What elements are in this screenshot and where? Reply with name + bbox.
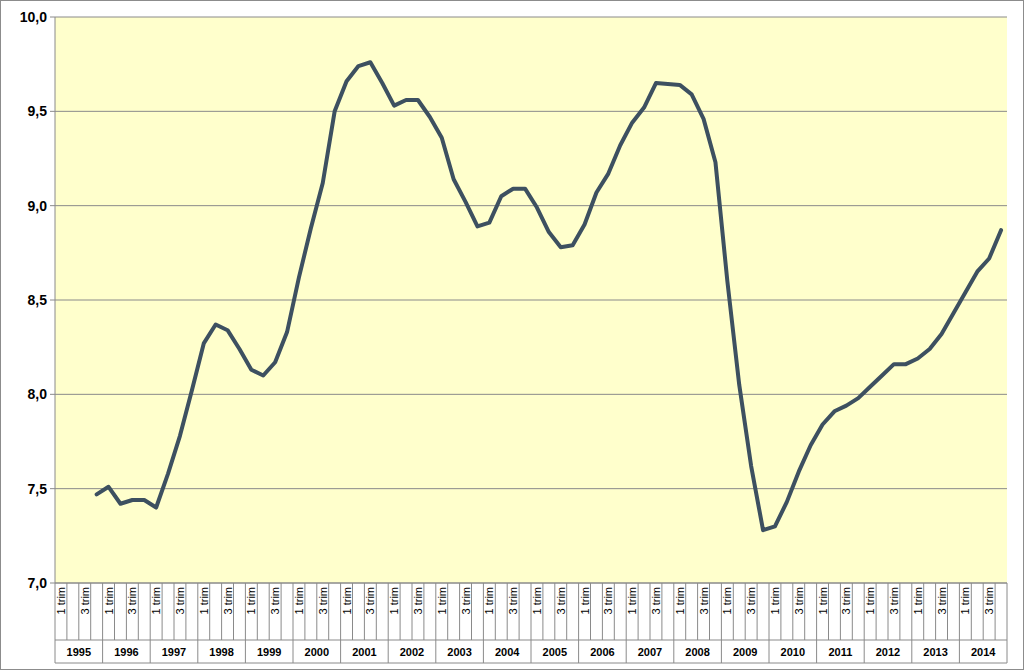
data-line — [97, 62, 1001, 530]
x-tick-label: 1 trim — [912, 587, 924, 615]
x-tick-label: 3 trim — [317, 587, 329, 615]
year-label: 2001 — [352, 646, 376, 658]
x-tick-label: 3 trim — [793, 587, 805, 615]
x-tick-label: 3 trim — [840, 587, 852, 615]
x-tick-label: 3 trim — [650, 587, 662, 615]
x-tick-label: 1 trim — [436, 587, 448, 615]
year-label: 1999 — [257, 646, 281, 658]
year-label: 2007 — [638, 646, 662, 658]
x-tick-label: 3 trim — [126, 587, 138, 615]
y-tick-label: 8,0 — [28, 386, 48, 402]
y-tick-label: 10,0 — [20, 9, 47, 25]
x-tick-label: 1 trim — [579, 587, 591, 615]
y-tick-label: 7,5 — [28, 481, 48, 497]
series-group — [97, 62, 1001, 530]
year-separator — [1007, 583, 1008, 663]
year-label: 2011 — [828, 646, 852, 658]
x-tick-label: 3 trim — [79, 587, 91, 615]
year-label: 2008 — [685, 646, 709, 658]
x-tick-label: 3 trim — [269, 587, 281, 615]
year-label: 2014 — [971, 646, 996, 658]
year-label: 1997 — [162, 646, 186, 658]
x-tick-label: 1 trim — [483, 587, 495, 615]
year-label: 2002 — [400, 646, 424, 658]
plot-area — [55, 17, 1007, 583]
year-label: 2004 — [495, 646, 520, 658]
year-label: 2005 — [543, 646, 567, 658]
x-tick-label: 1 trim — [674, 587, 686, 615]
year-label: 1996 — [114, 646, 138, 658]
year-label: 2013 — [923, 646, 947, 658]
chart-border — [1, 1, 1024, 670]
x-tick-label: 1 trim — [721, 587, 733, 615]
x-tick-label: 1 trim — [959, 587, 971, 615]
y-tick — [50, 394, 55, 395]
x-tick-label: 3 trim — [602, 587, 614, 615]
x-tick-label: 3 trim — [507, 587, 519, 615]
y-tick — [50, 17, 55, 18]
x-tick-label: 1 trim — [817, 587, 829, 615]
grid-line — [55, 205, 1007, 206]
x-tick-label: 3 trim — [555, 587, 567, 615]
x-tick-label: 3 trim — [936, 587, 948, 615]
year-label: 1998 — [209, 646, 233, 658]
year-label: 2000 — [305, 646, 329, 658]
x-tick-label: 1 trim — [245, 587, 257, 615]
y-tick-label: 9,0 — [28, 198, 48, 214]
x-tick-label: 1 trim — [388, 587, 400, 615]
year-label: 2010 — [781, 646, 805, 658]
y-tick-label: 8,5 — [28, 292, 48, 308]
x-tick-label: 1 trim — [864, 587, 876, 615]
x-tick-label: 1 trim — [293, 587, 305, 615]
y-tick — [50, 300, 55, 301]
x-tick-label: 3 trim — [983, 587, 995, 615]
y-tick-label: 9,5 — [28, 103, 48, 119]
x-tick-label: 1 trim — [769, 587, 781, 615]
grid-line — [55, 111, 1007, 112]
grid-line — [55, 17, 1007, 18]
year-label: 1995 — [67, 646, 91, 658]
grid-line — [55, 300, 1007, 301]
category-row-line — [55, 640, 1007, 641]
y-axis — [55, 17, 56, 583]
year-row-line — [55, 663, 1007, 664]
x-tick-label: 3 trim — [364, 587, 376, 615]
x-tick-label: 1 trim — [198, 587, 210, 615]
x-tick-label: 3 trim — [174, 587, 186, 615]
grid-line — [55, 488, 1007, 489]
x-tick-label: 1 trim — [531, 587, 543, 615]
x-tick-label: 3 trim — [888, 587, 900, 615]
year-label: 2006 — [590, 646, 614, 658]
x-tick-label: 3 trim — [745, 587, 757, 615]
y-tick — [50, 205, 55, 206]
x-tick-label: 3 trim — [222, 587, 234, 615]
y-tick — [50, 488, 55, 489]
year-label: 2003 — [447, 646, 471, 658]
x-tick-label: 1 trim — [55, 587, 67, 615]
x-tick-label: 3 trim — [698, 587, 710, 615]
chart: 7,0 7,5 8,0 8,5 9,0 9,5 10,0 1 trim 3 trim 1 trim… — [0, 0, 1024, 670]
x-tick-label: 1 trim — [341, 587, 353, 615]
year-label: 2012 — [876, 646, 900, 658]
x-tick-label: 3 trim — [412, 587, 424, 615]
x-tick-label: 3 trim — [460, 587, 472, 615]
x-tick-label: 1 trim — [150, 587, 162, 615]
y-tick-label: 7,0 — [28, 575, 48, 591]
year-label: 2009 — [733, 646, 757, 658]
y-tick — [50, 583, 55, 584]
x-tick-label: 1 trim — [103, 587, 115, 615]
x-tick-label: 1 trim — [626, 587, 638, 615]
y-tick — [50, 111, 55, 112]
